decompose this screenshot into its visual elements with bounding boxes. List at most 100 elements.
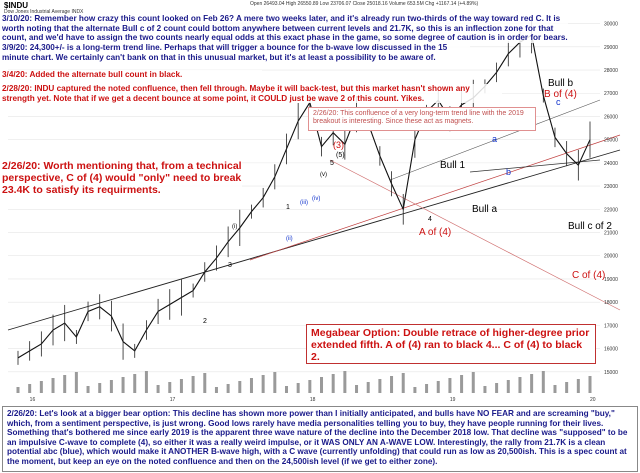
- volume-bar: [390, 376, 394, 393]
- volume-bar: [436, 381, 440, 393]
- volume-bar: [51, 378, 55, 393]
- trend-lines: [7, 99, 621, 331]
- long-term-trend-line: [7, 149, 621, 331]
- b-of-4-label: B of (4): [544, 89, 577, 100]
- y-tick-label: 18000: [604, 300, 618, 306]
- wave-label-iv: (iv): [312, 196, 321, 202]
- x-tick-label: 16: [30, 397, 36, 403]
- x-tick-label: 19: [450, 397, 456, 403]
- volume-bar: [518, 377, 522, 393]
- volume-bar: [179, 379, 183, 393]
- wave-label-5-black: 5: [330, 160, 334, 167]
- y-tick-label: 19000: [604, 277, 618, 283]
- volume-bar: [63, 375, 67, 393]
- y-tick-label: 24000: [604, 161, 618, 167]
- blue-a-label: a: [492, 134, 498, 144]
- y-tick-label: 29000: [604, 45, 618, 51]
- wave-label-i: (i): [232, 224, 238, 230]
- x-tick-label: 18: [310, 397, 316, 403]
- volume-bar: [553, 385, 557, 393]
- volume-bar: [460, 375, 464, 393]
- note-2-28-20: 2/28/20: INDU captured the noted conflue…: [2, 84, 502, 104]
- y-tick-label: 22000: [604, 207, 618, 213]
- note-3-9-20: 3/9/20: 24,300+/- is a long-term trend l…: [2, 43, 470, 63]
- note-3-10-20: 3/10/20: Remember how crazy this count l…: [2, 14, 568, 43]
- volume-bar: [588, 376, 592, 393]
- y-tick-label: 30000: [604, 22, 618, 28]
- volume-bar: [506, 380, 510, 393]
- y-tick-label: 25000: [604, 138, 618, 144]
- y-tick-label: 23000: [604, 184, 618, 190]
- wave-label-3-black: 3: [228, 262, 232, 269]
- volume-bar: [483, 386, 487, 393]
- wave-label-1: 1: [286, 204, 290, 211]
- volume-bar: [331, 374, 335, 393]
- y-tick-label: 20000: [604, 254, 618, 260]
- volume-bar: [16, 387, 20, 393]
- volume-bar: [121, 377, 125, 393]
- wave-label-5: (5): [336, 152, 345, 159]
- volume-bars: [16, 371, 592, 393]
- c-of-4-label: C of (4): [572, 270, 606, 281]
- price-line: [17, 34, 591, 359]
- volume-bar: [495, 383, 499, 393]
- volume-bar: [273, 372, 277, 393]
- volume-bar: [565, 382, 569, 393]
- volume-bar: [144, 371, 148, 393]
- bull-a-label: Bull a: [472, 204, 498, 215]
- x-tick-label: 20: [590, 397, 596, 403]
- volume-bar: [471, 372, 475, 393]
- volume-bar: [576, 379, 580, 393]
- wave-label-ii: (ii): [286, 236, 293, 242]
- red-channel-lower: [329, 159, 621, 311]
- wave-label-v: (v): [320, 172, 327, 178]
- note-megabear: Megabear Option: Double retrace of highe…: [306, 324, 596, 364]
- volume-bar: [296, 383, 300, 393]
- wave-label-4: 4: [428, 216, 432, 223]
- a-of-4-label: A of (4): [419, 227, 452, 238]
- volume-bar: [226, 384, 230, 393]
- volume-bar: [98, 383, 102, 393]
- note-confluence: 2/26/20: This confluence of a very long-…: [308, 107, 536, 131]
- bull-1-label: Bull 1: [440, 160, 466, 171]
- note-bigger-bear: 2/26/20: Let's look at a bigger bear opt…: [2, 406, 638, 472]
- volume-bar: [320, 377, 324, 393]
- bull-c-of-2-label: Bull c of 2: [568, 221, 612, 232]
- volume-bar: [86, 386, 90, 393]
- y-tick-label: 17000: [604, 323, 618, 329]
- note-3-4-20: 3/4/20: Added the alternate bull count i…: [2, 70, 262, 80]
- blue-c-label: c: [556, 97, 561, 107]
- volume-bar: [109, 380, 113, 393]
- volume-bar: [530, 374, 534, 393]
- volume-bar: [425, 384, 429, 393]
- x-axis: 16 17 18 19 20: [30, 397, 596, 403]
- y-tick-label: 28000: [604, 68, 618, 74]
- volume-bar: [366, 382, 370, 393]
- note-technical: 2/26/20: Worth mentioning that, from a t…: [2, 160, 242, 196]
- red-channel-upper: [249, 134, 621, 261]
- volume-bar: [261, 375, 265, 393]
- blue-b-label: b: [506, 167, 512, 177]
- gray-channel: [389, 99, 601, 181]
- chart-symbol: $INDU: [4, 1, 29, 10]
- chart-price-info: Open 26493.04 High 26550.89 Low 23706.07…: [250, 1, 479, 7]
- volume-bar: [249, 378, 253, 393]
- wave-label-iii: (iii): [300, 200, 308, 206]
- chart-subtitle: Dow Jones Industrial Average INDX: [4, 9, 84, 15]
- volume-bar: [133, 374, 137, 393]
- y-tick-label: 21000: [604, 231, 618, 237]
- volume-bar: [214, 387, 218, 393]
- volume-bar: [168, 382, 172, 393]
- right-axis: 30000 29000 28000 27000 26000 25000 24000 23000…: [604, 22, 618, 376]
- volume-bar: [355, 385, 359, 393]
- volume-bar: [74, 372, 78, 393]
- volume-bar: [191, 376, 195, 393]
- volume-bar: [413, 387, 417, 393]
- y-tick-label: 27000: [604, 91, 618, 97]
- y-tick-label: 16000: [604, 347, 618, 353]
- volume-bar: [401, 373, 405, 393]
- volume-bar: [28, 384, 32, 393]
- volume-bar: [378, 379, 382, 393]
- wave-label-2: 2: [203, 318, 207, 325]
- wave-label-3: (3): [333, 140, 344, 150]
